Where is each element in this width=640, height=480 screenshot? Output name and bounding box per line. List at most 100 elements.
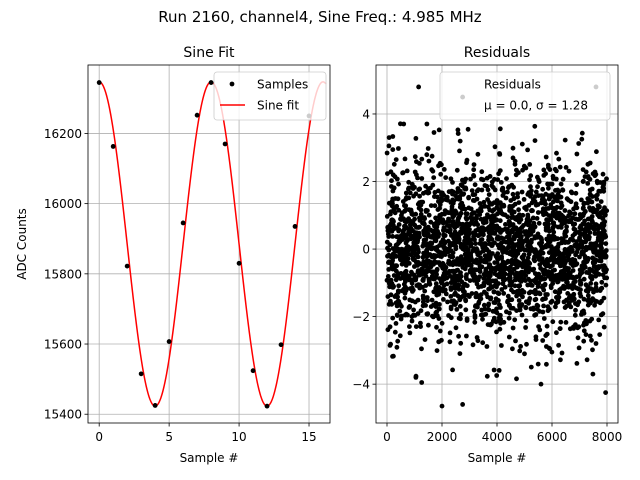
residual-point [458,316,463,322]
residual-point [393,242,399,248]
residual-point [531,305,536,311]
sample-point-14 [292,224,298,229]
residual-point [519,312,525,318]
residual-point [571,291,577,297]
residual-point [460,265,466,270]
residual-point [542,200,547,206]
residual-point [425,146,431,151]
residual-point [428,234,434,240]
residual-point [596,252,601,258]
residual-point [429,241,435,246]
sine-fit-axes: 0 5 10 15 15400 15600 15800 16000 16200 Sine Fit S… [15,45,331,465]
residual-point [491,367,497,373]
residual-point [410,186,416,191]
residual-point [481,259,487,265]
residual-point [410,249,415,255]
residual-point [442,240,448,246]
residual-outlier-7 [538,381,544,387]
residual-point [540,259,545,265]
residual-point [554,330,559,336]
residual-point [492,300,498,305]
residual-point [419,346,424,352]
residual-point [416,205,422,211]
residual-point [538,277,544,282]
sine-xtick-label-2: 10 [231,430,246,444]
residual-point [467,227,472,232]
residual-point [400,170,406,176]
residual-point [523,165,529,171]
residual-point [567,274,573,280]
residual-point [494,205,500,210]
residual-point [461,293,467,299]
residual-point [507,272,513,277]
residual-point [581,221,587,227]
residual-point [565,280,570,285]
residual-point [481,199,487,205]
residual-point [571,206,576,212]
residual-point [506,276,511,282]
residual-point [484,253,489,259]
residual-point [533,189,539,195]
residual-point [549,349,555,355]
residual-point [590,371,596,377]
residual-point [561,255,567,260]
residual-point [513,172,519,178]
residual-point [577,254,582,260]
residual-point [554,150,559,156]
residual-point [536,290,542,296]
residual-point [386,234,392,239]
residual-point [525,222,531,228]
residual-point [561,251,566,257]
residual-point [591,264,597,269]
residual-point [583,239,588,245]
residual-point [551,229,557,235]
residual-point [424,249,430,255]
residual-point [553,188,558,193]
residual-point [454,189,460,195]
residual-point [549,272,555,278]
residual-point [487,227,493,233]
residual-point [568,210,574,216]
residual-point [425,311,430,317]
residual-point [402,312,408,318]
residual-point [432,203,438,209]
residual-point [468,251,474,256]
residual-point [575,325,580,331]
residual-point [426,266,431,272]
residual-point [523,299,529,305]
residual-point [598,312,604,318]
residual-point [443,291,449,297]
residual-point [506,315,512,321]
residual-point [533,334,539,340]
residual-point [452,229,458,235]
residual-point [602,251,607,257]
residual-point [509,252,514,257]
residual-point [386,200,392,206]
residual-point [461,283,466,289]
residual-point [417,186,423,192]
residual-point [492,176,497,182]
residual-point [479,187,485,193]
residual-point [418,308,424,314]
residual-point [457,138,463,144]
residual-point [511,234,517,240]
residual-point [421,262,427,268]
residual-point [440,265,445,271]
residual-point [504,176,509,182]
residual-point [581,276,587,282]
residual-point [448,176,454,182]
residual-point [385,225,391,231]
residual-point [429,269,435,275]
residual-point [411,307,416,313]
residual-point [599,279,605,285]
residual-point [465,233,471,238]
residual-point [435,207,441,213]
sample-point-1 [110,144,116,149]
residual-point [587,333,593,339]
residual-point [492,271,497,276]
residual-point [498,200,503,206]
residual-point [557,326,563,331]
residual-point [554,168,559,174]
residual-point [558,263,563,269]
